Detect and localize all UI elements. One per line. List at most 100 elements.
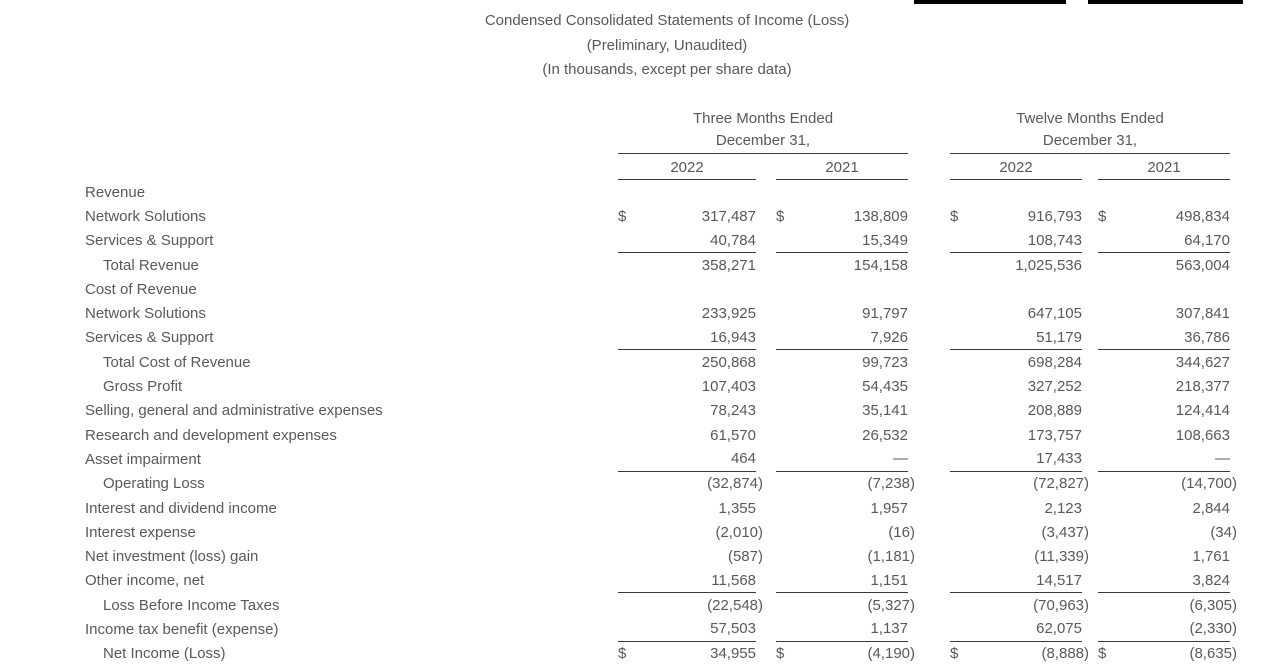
table-row: Asset impairment 464 — 17,433 — <box>0 447 1268 472</box>
value-cell: 64,170 <box>1098 229 1230 253</box>
value-cell: 647,105 <box>950 301 1082 325</box>
group-label: Twelve Months Ended <box>1016 110 1164 127</box>
row-label: Asset impairment <box>85 450 201 468</box>
year-header-2021: 2021 <box>1098 157 1230 180</box>
value-cell: 1,025,536 <box>950 253 1082 277</box>
cell-value: 107,403 <box>701 378 756 396</box>
value-cell: (72,827) <box>950 472 1089 496</box>
value-cell: 154,158 <box>776 253 908 277</box>
row-label: Gross Profit <box>103 378 183 396</box>
value-cell: 17,433 <box>950 447 1082 472</box>
cell-value: 91,797 <box>862 305 908 323</box>
value-cell: $498,834 <box>1098 204 1230 228</box>
cell-value: 61,570 <box>710 426 756 444</box>
statement-title: Condensed Consolidated Statements of Inc… <box>0 9 1268 83</box>
row-label: Other income, net <box>85 572 205 590</box>
value-cell: 61,570 <box>618 423 756 447</box>
value-cell: 16,943 <box>618 326 756 351</box>
value-cell: $317,487 <box>618 204 756 228</box>
value-cell: 307,841 <box>1098 301 1230 325</box>
value-cell: 54,435 <box>776 374 908 398</box>
table-row: Research and development expenses 61,570 2… <box>0 423 1268 447</box>
value-cell: $138,809 <box>776 204 908 228</box>
row-label: Income tax benefit (expense) <box>85 620 279 638</box>
table-row: Interest expense (2,010) (16) (3,437) (34) <box>0 520 1268 544</box>
value-cell: 698,284 <box>950 350 1082 374</box>
value-cell: (14,700) <box>1098 472 1237 496</box>
value-cell: (587) <box>618 544 763 568</box>
cell-value: 1,355 <box>718 499 756 517</box>
value-cell: 91,797 <box>776 301 908 325</box>
value-cell <box>1098 180 1230 204</box>
group-label: Three Months Ended <box>692 110 834 127</box>
cell-value: 16,943 <box>710 328 756 346</box>
cell-value: 7,926 <box>870 328 908 346</box>
value-cell: (70,963) <box>950 593 1089 617</box>
value-cell: (7,238) <box>776 472 915 496</box>
value-cell <box>776 277 908 301</box>
year-header-2022: 2022 <box>618 157 756 180</box>
cell-value: 464 <box>730 450 756 468</box>
value-cell: 173,757 <box>950 423 1082 447</box>
value-cell: $34,955 <box>618 642 756 666</box>
value-cell: 51,179 <box>950 326 1082 351</box>
value-cell: 233,925 <box>618 301 756 325</box>
cell-value: 15,349 <box>862 231 908 249</box>
value-cell: 1,137 <box>776 617 908 642</box>
value-cell: 124,414 <box>1098 399 1230 423</box>
cell-value: 14,517 <box>1036 571 1082 589</box>
value-cell: 327,252 <box>950 374 1082 398</box>
statement-rows: Revenue Network Solutions $317,487 $138,809… <box>0 180 1268 666</box>
row-label: Selling, general and administrative expe… <box>85 402 383 420</box>
value-cell: (2,330) <box>1098 617 1237 642</box>
cell-value: (8,635) <box>1189 645 1237 663</box>
cell-value: (3,437) <box>1041 523 1089 541</box>
value-cell: (1,181) <box>776 544 915 568</box>
cell-value: 99,723 <box>862 353 908 371</box>
value-cell <box>1098 277 1230 301</box>
table-row: Operating Loss (32,874) (7,238) (72,827) (14… <box>0 472 1268 496</box>
dollar-sign: $ <box>1098 645 1107 663</box>
value-cell: 1,355 <box>618 496 756 520</box>
value-cell: 99,723 <box>776 350 908 374</box>
cell-value: (70,963) <box>1033 596 1089 614</box>
value-cell: 108,663 <box>1098 423 1230 447</box>
row-label: Services & Support <box>85 329 214 347</box>
value-cell: $916,793 <box>950 204 1082 228</box>
row-label: Research and development expenses <box>85 426 337 444</box>
dollar-sign: $ <box>950 207 959 225</box>
value-cell: 14,517 <box>950 569 1082 594</box>
value-cell: (22,548) <box>618 593 763 617</box>
value-cell <box>950 277 1082 301</box>
value-cell: 250,868 <box>618 350 756 374</box>
cell-value: (11,339) <box>1034 548 1089 566</box>
table-row: Total Revenue 358,271 154,158 1,025,536 563,… <box>0 253 1268 277</box>
value-cell: 1,957 <box>776 496 908 520</box>
row-label: Network Solutions <box>85 305 206 323</box>
row-label: Net Income (Loss) <box>103 645 226 663</box>
table-row: Net investment (loss) gain (587) (1,181) (1… <box>0 544 1268 568</box>
cell-value: 2,123 <box>1044 499 1082 517</box>
cell-value: 51,179 <box>1036 328 1082 346</box>
value-cell: (32,874) <box>618 472 763 496</box>
row-label: Interest expense <box>85 523 196 541</box>
cell-value: (16) <box>888 523 915 541</box>
cell-value: 1,151 <box>870 571 908 589</box>
cell-value: 11,568 <box>711 571 756 589</box>
cell-value: 26,532 <box>862 426 908 444</box>
cell-value: (5,327) <box>867 596 915 614</box>
cell-value: 78,243 <box>710 402 756 420</box>
cell-value: (4,190) <box>867 645 915 663</box>
value-cell: 62,075 <box>950 617 1082 642</box>
value-cell: 2,844 <box>1098 496 1230 520</box>
row-label: Total Cost of Revenue <box>103 353 251 371</box>
value-cell: 78,243 <box>618 399 756 423</box>
value-cell: 57,503 <box>618 617 756 642</box>
cell-value: 1,957 <box>870 499 908 517</box>
value-cell: — <box>776 447 908 472</box>
value-cell: (2,010) <box>618 520 763 544</box>
table-row: Services & Support 40,784 15,349 108,743 64,… <box>0 229 1268 253</box>
value-cell: 464 <box>618 447 756 472</box>
cell-value: 317,487 <box>701 207 756 225</box>
dollar-sign: $ <box>618 645 627 663</box>
